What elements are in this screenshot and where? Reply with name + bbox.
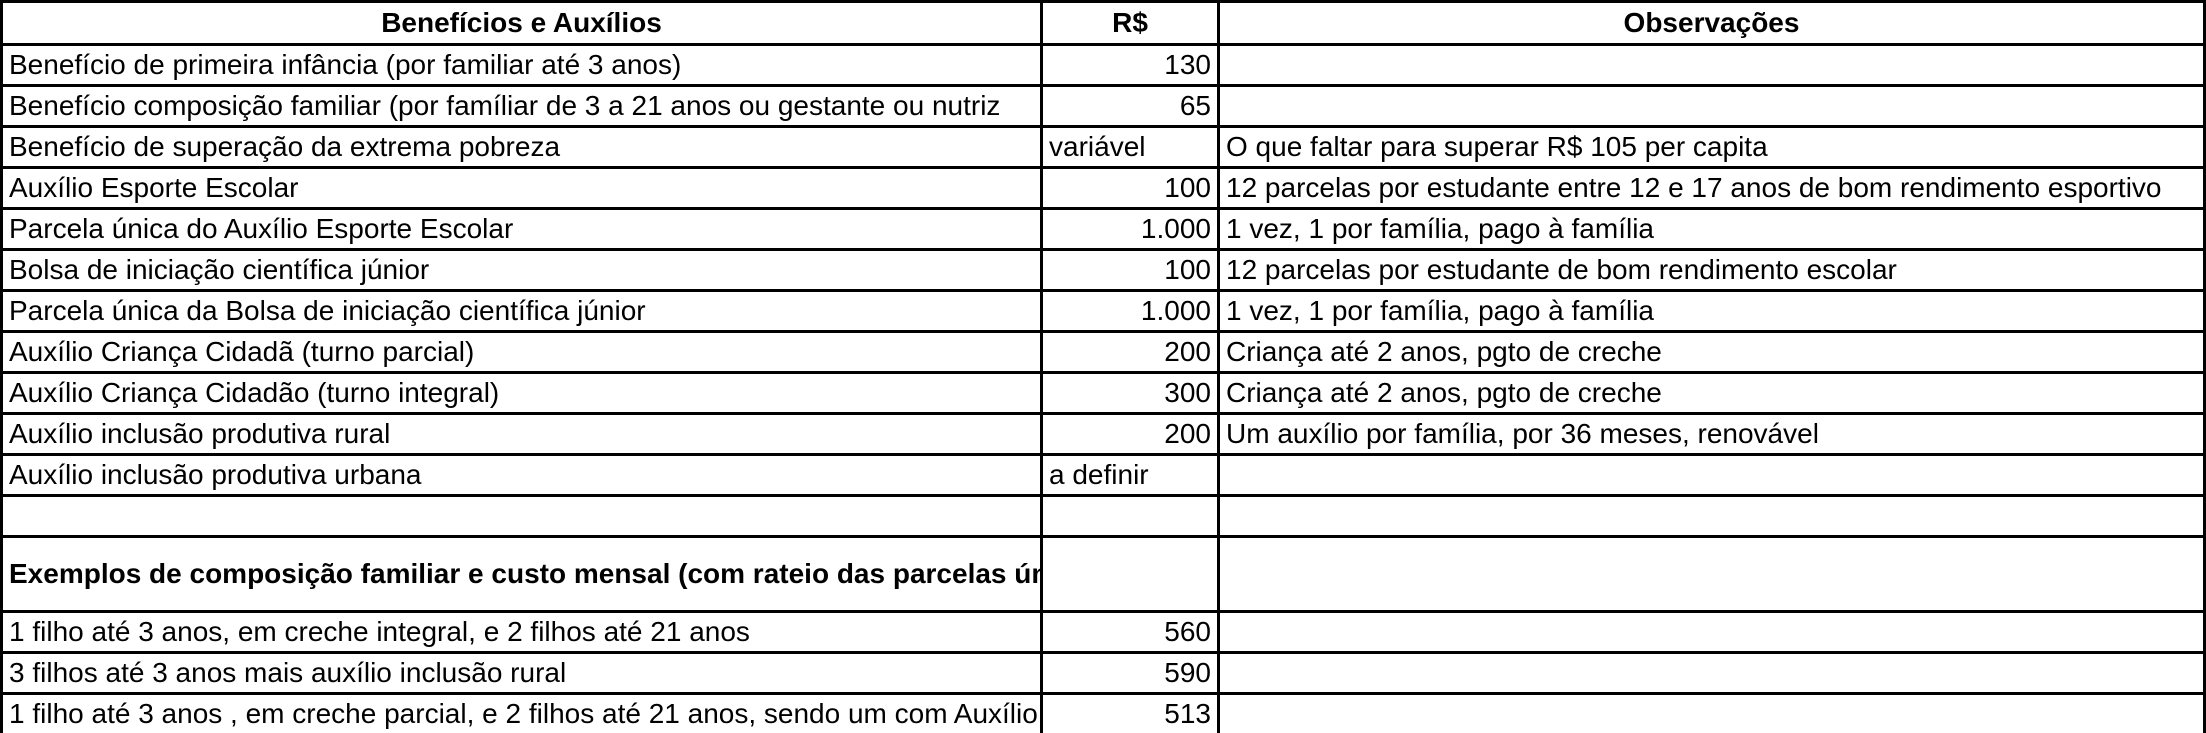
- observation-cell[interactable]: [1217, 610, 2206, 654]
- benefit-name-cell[interactable]: Benefício composição familiar (por famíl…: [0, 84, 1043, 128]
- amount-cell[interactable]: 200: [1040, 330, 1220, 374]
- amount-cell[interactable]: 1.000: [1040, 207, 1220, 251]
- header-row: Benefícios e Auxílios R$ Observações: [0, 0, 2206, 46]
- col-header-beneficios[interactable]: Benefícios e Auxílios: [0, 0, 1043, 46]
- section-header-row: Exemplos de composição familiar e custo …: [0, 535, 2206, 613]
- section-title-cell[interactable]: Exemplos de composição familiar e custo …: [0, 535, 1043, 613]
- amount-cell[interactable]: 65: [1040, 84, 1220, 128]
- empty-cell[interactable]: [1217, 535, 2206, 613]
- benefit-name-cell[interactable]: Parcela única da Bolsa de iniciação cien…: [0, 289, 1043, 333]
- amount-cell[interactable]: 100: [1040, 166, 1220, 210]
- col-header-observacoes[interactable]: Observações: [1217, 0, 2206, 46]
- table-row: 1 filho até 3 anos , em creche parcial, …: [0, 692, 2206, 733]
- amount-cell[interactable]: 1.000: [1040, 289, 1220, 333]
- amount-cell[interactable]: 200: [1040, 412, 1220, 456]
- table-row: Auxílio Esporte Escolar 100 12 parcelas …: [0, 166, 2206, 210]
- example-name-cell[interactable]: 3 filhos até 3 anos mais auxílio inclusã…: [0, 651, 1043, 695]
- table-row: Parcela única da Bolsa de iniciação cien…: [0, 289, 2206, 333]
- benefit-name-cell[interactable]: Auxílio inclusão produtiva urbana: [0, 453, 1043, 497]
- table-row: 1 filho até 3 anos, em creche integral, …: [0, 610, 2206, 654]
- example-name-cell[interactable]: 1 filho até 3 anos , em creche parcial, …: [0, 692, 1043, 733]
- benefit-name-cell[interactable]: Bolsa de iniciação científica júnior: [0, 248, 1043, 292]
- table-row: 3 filhos até 3 anos mais auxílio inclusã…: [0, 651, 2206, 695]
- benefit-name-cell[interactable]: Auxílio Esporte Escolar: [0, 166, 1043, 210]
- observation-cell[interactable]: 12 parcelas por estudante de bom rendime…: [1217, 248, 2206, 292]
- example-name-cell[interactable]: 1 filho até 3 anos, em creche integral, …: [0, 610, 1043, 654]
- observation-cell[interactable]: [1217, 84, 2206, 128]
- amount-cell[interactable]: a definir: [1040, 453, 1220, 497]
- observation-cell[interactable]: [1217, 692, 2206, 733]
- empty-cell[interactable]: [1040, 494, 1220, 538]
- observation-cell[interactable]: 12 parcelas por estudante entre 12 e 17 …: [1217, 166, 2206, 210]
- benefit-name-cell[interactable]: Auxílio Criança Cidadão (turno integral): [0, 371, 1043, 415]
- observation-cell[interactable]: [1217, 453, 2206, 497]
- empty-cell[interactable]: [1217, 494, 2206, 538]
- observation-cell[interactable]: [1217, 651, 2206, 695]
- table-row: Benefício de primeira infância (por fami…: [0, 43, 2206, 87]
- observation-cell[interactable]: 1 vez, 1 por família, pago à família: [1217, 289, 2206, 333]
- table-row: Auxílio inclusão produtiva urbana a defi…: [0, 453, 2206, 497]
- amount-cell[interactable]: 560: [1040, 610, 1220, 654]
- benefit-name-cell[interactable]: Benefício de primeira infância (por fami…: [0, 43, 1043, 87]
- benefit-name-cell[interactable]: Auxílio Criança Cidadã (turno parcial): [0, 330, 1043, 374]
- observation-cell[interactable]: O que faltar para superar R$ 105 per cap…: [1217, 125, 2206, 169]
- table-row: Benefício de superação da extrema pobrez…: [0, 125, 2206, 169]
- amount-cell[interactable]: 513: [1040, 692, 1220, 733]
- observation-cell[interactable]: [1217, 43, 2206, 87]
- benefit-name-cell[interactable]: Auxílio inclusão produtiva rural: [0, 412, 1043, 456]
- observation-cell[interactable]: Criança até 2 anos, pgto de creche: [1217, 371, 2206, 415]
- table-row: Auxílio inclusão produtiva rural 200 Um …: [0, 412, 2206, 456]
- observation-cell[interactable]: Criança até 2 anos, pgto de creche: [1217, 330, 2206, 374]
- table-row: Benefício composição familiar (por famíl…: [0, 84, 2206, 128]
- amount-cell[interactable]: 590: [1040, 651, 1220, 695]
- benefit-name-cell[interactable]: Parcela única do Auxílio Esporte Escolar: [0, 207, 1043, 251]
- col-header-valor[interactable]: R$: [1040, 0, 1220, 46]
- benefit-name-cell[interactable]: Benefício de superação da extrema pobrez…: [0, 125, 1043, 169]
- table-row: Auxílio Criança Cidadão (turno integral)…: [0, 371, 2206, 415]
- observation-cell[interactable]: Um auxílio por família, por 36 meses, re…: [1217, 412, 2206, 456]
- table-row: Auxílio Criança Cidadã (turno parcial) 2…: [0, 330, 2206, 374]
- blank-row: [0, 494, 2206, 538]
- table-row: Bolsa de iniciação científica júnior 100…: [0, 248, 2206, 292]
- empty-cell[interactable]: [0, 494, 1043, 538]
- amount-cell[interactable]: 300: [1040, 371, 1220, 415]
- amount-cell[interactable]: variável: [1040, 125, 1220, 169]
- observation-cell[interactable]: 1 vez, 1 por família, pago à família: [1217, 207, 2206, 251]
- empty-cell[interactable]: [1040, 535, 1220, 613]
- table-row: Parcela única do Auxílio Esporte Escolar…: [0, 207, 2206, 251]
- amount-cell[interactable]: 100: [1040, 248, 1220, 292]
- amount-cell[interactable]: 130: [1040, 43, 1220, 87]
